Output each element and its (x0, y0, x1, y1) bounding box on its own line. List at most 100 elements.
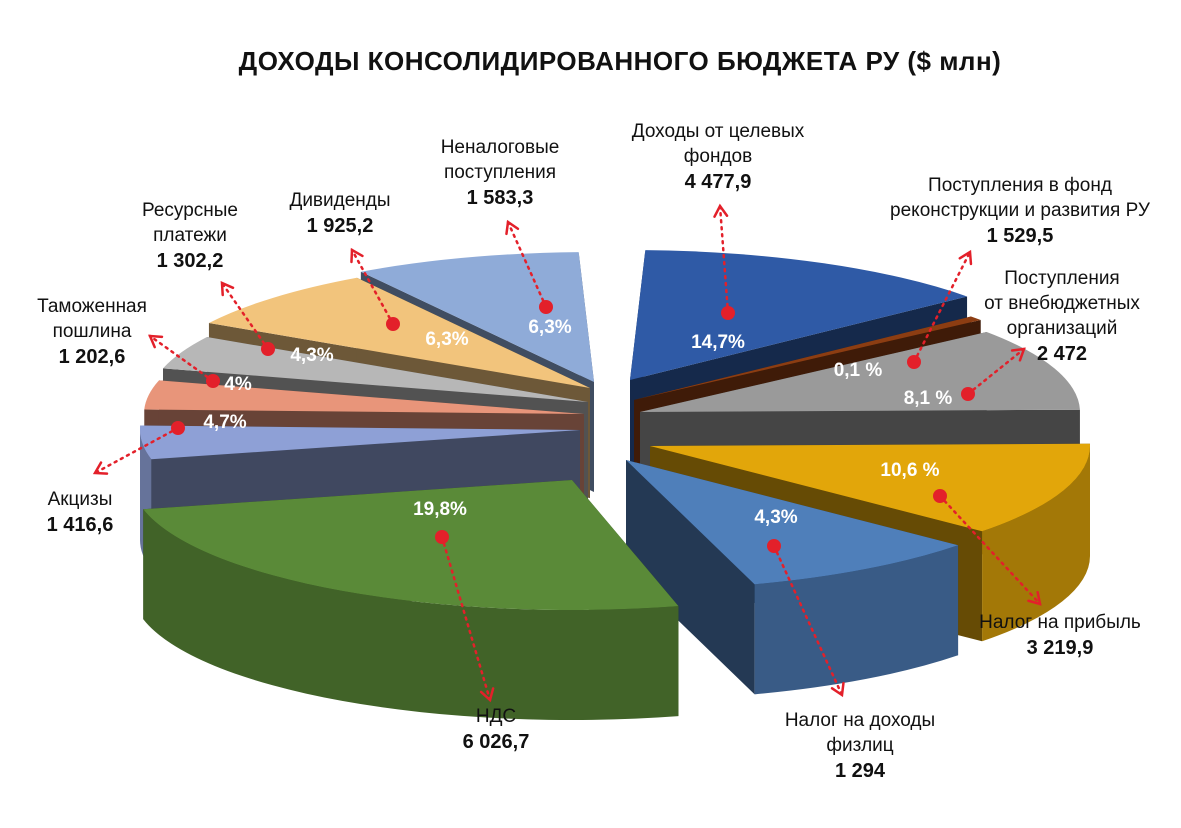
percent-label-celev: 14,7% (691, 332, 745, 353)
leader-dot-celev (721, 306, 735, 320)
slice-name-celev: фондов (684, 146, 752, 167)
percent-label-tamozh: 4% (224, 374, 252, 395)
slice-name-tamozh: пошлина (53, 321, 132, 342)
slice-ndc (143, 480, 679, 720)
chart-title: ДОХОДЫ КОНСОЛИДИРОВАННОГО БЮДЖЕТА РУ ($ … (239, 46, 1002, 76)
arrowhead-celev (713, 203, 729, 218)
slice-label-ndc: НДС 6 026,7 (463, 706, 530, 753)
leader-dot-resurs (261, 342, 275, 356)
labels-layer: 19,8% НДС 6 026,7 4,7% Акцизы 1 416,6 4% Таможе… (37, 121, 1151, 782)
slices-layer (140, 250, 1090, 720)
percent-label-ndc: 19,8% (413, 499, 467, 520)
slice-name-fizlic: Налог на доходы (785, 710, 935, 731)
slice-top (634, 316, 981, 400)
leader-line-nenalog (506, 220, 548, 309)
percent-label-vnebud: 8,1 % (904, 388, 953, 409)
leader-dot-ndc (435, 530, 449, 544)
leader-line-resurs (220, 281, 270, 351)
percent-label-pribyl: 10,6 % (880, 460, 939, 481)
slice-value-fond: 1 529,5 (987, 225, 1054, 247)
slice-top (208, 277, 590, 388)
slice-name-fond: реконструкции и развития РУ (890, 200, 1151, 221)
slice-side (626, 460, 755, 695)
slice-name-resurs: платежи (153, 225, 227, 246)
slice-label-celev: Доходы от целевых фондов 4 477,9 (632, 121, 805, 193)
slice-value-celev: 4 477,9 (685, 171, 752, 193)
arrowhead-akcizy (92, 461, 109, 475)
slice-wall (754, 545, 959, 695)
leader-line-vnebud (966, 347, 1026, 396)
slice-value-fizlic: 1 294 (835, 760, 886, 782)
slice-wall (982, 446, 1090, 642)
slice-label-resurs: Ресурсные платежи 1 302,2 (142, 200, 238, 272)
slice-name-nenalog: Неналоговые (441, 137, 560, 158)
slice-name-vnebud: организаций (1007, 318, 1118, 339)
slice-name-celev: Доходы от целевых (632, 121, 805, 142)
slice-top (140, 425, 580, 460)
leader-line-divid (350, 248, 395, 326)
slice-label-pribyl: Налог на прибыль 3 219,9 (979, 612, 1141, 659)
leader-dot-tamozh (206, 374, 220, 388)
slice-label-akcizy: Акцизы 1 416,6 (47, 489, 114, 536)
arrowhead-divid (350, 247, 364, 264)
slice-top (144, 380, 584, 414)
leader-line-akcizy (93, 426, 180, 475)
slice-label-tamozh: Таможенная пошлина 1 202,6 (37, 296, 147, 368)
slice-label-vnebud: Поступления от внебюджетных организаций 2 4… (984, 268, 1140, 365)
percent-label-fizlic: 4,3% (754, 507, 797, 528)
slice-value-resurs: 1 302,2 (157, 250, 224, 272)
leader-dot-divid (386, 317, 400, 331)
percent-label-resurs: 4,3% (290, 345, 333, 366)
leader-dot-vnebud (961, 387, 975, 401)
arrowhead-pribyl (1027, 590, 1042, 606)
leader-dot-akcizy (171, 421, 185, 435)
leaders-layer (92, 203, 1042, 703)
arrowhead-nenalog (505, 219, 520, 236)
slice-name-resurs: Ресурсные (142, 200, 238, 221)
leader-dot-nenalog (539, 300, 553, 314)
slice-value-divid: 1 925,2 (307, 215, 374, 237)
slice-value-tamozh: 1 202,6 (59, 346, 126, 368)
arrowhead-tamozh (148, 334, 164, 349)
slice-value-pribyl: 3 219,9 (1027, 637, 1094, 659)
slice-name-ndc: НДС (476, 706, 516, 727)
slice-name-vnebud: Поступления (1004, 268, 1119, 289)
arrowhead-resurs (220, 281, 235, 297)
leader-line-ndc (440, 535, 492, 702)
slice-top (650, 443, 1090, 532)
leader-dot-fond (907, 355, 921, 369)
slice-label-nenalog: Неналоговые поступления 1 583,3 (441, 137, 560, 209)
percent-label-divid: 6,3% (425, 329, 468, 350)
percent-label-nenalog: 6,3% (528, 317, 571, 338)
slice-label-fizlic: Налог на доходы физлиц 1 294 (785, 710, 935, 782)
slice-value-nenalog: 1 583,3 (467, 187, 534, 209)
leader-line-fizlic (772, 544, 844, 697)
slice-wall (143, 509, 679, 720)
arrowhead-ndc (479, 687, 495, 703)
slice-name-fond: Поступления в фонд (928, 175, 1112, 196)
leader-dot-fizlic (767, 539, 781, 553)
slice-name-vnebud: от внебюджетных (984, 293, 1140, 314)
slice-name-fizlic: физлиц (826, 735, 893, 756)
percent-label-akcizy: 4,7% (203, 412, 246, 433)
leader-line-fond (912, 250, 972, 364)
slice-fizlic (626, 460, 959, 695)
slice-name-nenalog: поступления (444, 162, 556, 183)
slice-value-vnebud: 2 472 (1037, 343, 1087, 365)
slice-value-akcizy: 1 416,6 (47, 514, 114, 536)
slice-name-akcizy: Акцизы (48, 489, 113, 510)
slice-label-fond: Поступления в фонд реконструкции и развит… (890, 175, 1151, 247)
slice-top (630, 250, 968, 380)
slice-name-tamozh: Таможенная (37, 296, 147, 317)
arrowhead-fizlic (830, 681, 845, 698)
slice-label-divid: Дивиденды 1 925,2 (289, 190, 390, 237)
leader-dot-pribyl (933, 489, 947, 503)
leader-line-tamozh (148, 334, 215, 383)
slice-top (360, 252, 594, 382)
slice-name-pribyl: Налог на прибыль (979, 612, 1141, 633)
slice-top (626, 460, 959, 585)
percent-label-fond: 0,1 % (834, 360, 883, 381)
slice-value-ndc: 6 026,7 (463, 731, 530, 753)
